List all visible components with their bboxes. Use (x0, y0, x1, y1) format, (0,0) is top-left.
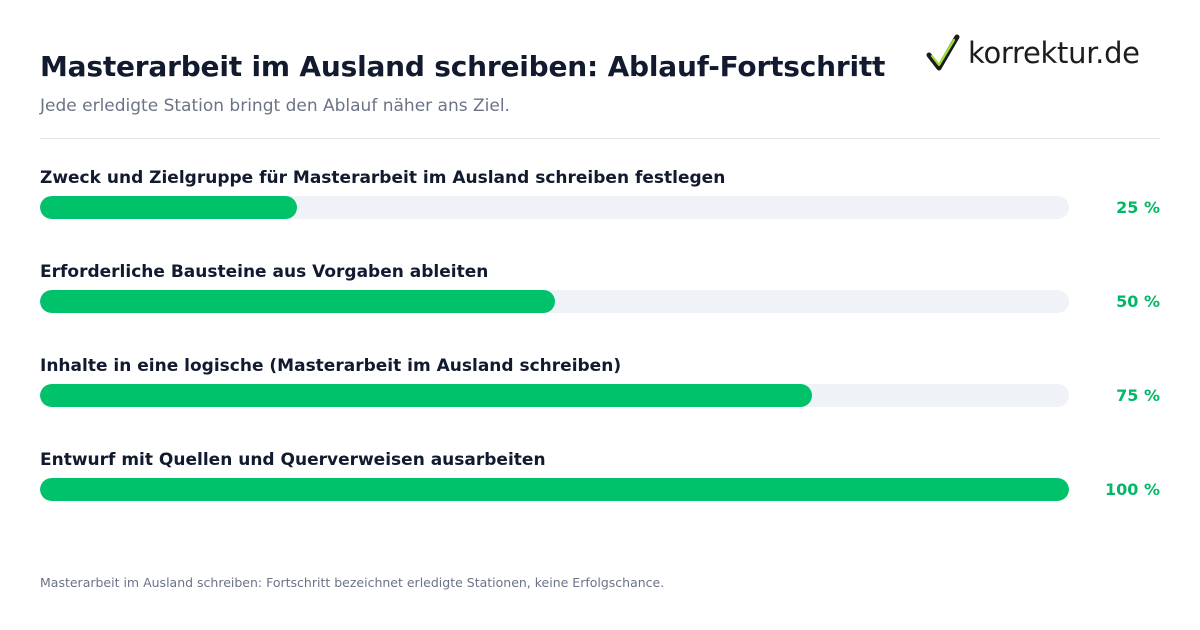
brand-logo[interactable]: korrektur.de (926, 30, 1140, 76)
progress-bar (40, 196, 297, 219)
row-label: Zweck und Zielgruppe für Masterarbeit im… (40, 168, 726, 188)
progress-track (40, 478, 1069, 501)
row-label: Inhalte in eine logische (Masterarbeit i… (40, 356, 622, 376)
progress-bar (40, 290, 555, 313)
progress-bar (40, 384, 812, 407)
checkmark-icon (926, 34, 960, 71)
percent-label: 75 % (1116, 386, 1160, 405)
progress-track (40, 196, 1069, 219)
progress-bar (40, 478, 1069, 501)
row-label: Erforderliche Bausteine aus Vorgaben abl… (40, 262, 489, 282)
progress-row: Erforderliche Bausteine aus Vorgaben abl… (40, 262, 1160, 322)
percent-label: 50 % (1116, 292, 1160, 311)
progress-row: Inhalte in eine logische (Masterarbeit i… (40, 356, 1160, 416)
brand-logo-text: korrektur.de (968, 36, 1140, 70)
progress-track (40, 384, 1069, 407)
header-divider (40, 138, 1160, 139)
page-subtitle: Jede erledigte Station bringt den Ablauf… (40, 96, 510, 116)
progress-row: Entwurf mit Quellen und Querverweisen au… (40, 450, 1160, 510)
page-title: Masterarbeit im Ausland schreiben: Ablau… (40, 50, 886, 83)
progress-track (40, 290, 1069, 313)
progress-row: Zweck und Zielgruppe für Masterarbeit im… (40, 168, 1160, 228)
row-label: Entwurf mit Quellen und Querverweisen au… (40, 450, 546, 470)
footnote: Masterarbeit im Ausland schreiben: Forts… (40, 575, 665, 590)
percent-label: 100 % (1105, 480, 1160, 499)
percent-label: 25 % (1116, 198, 1160, 217)
